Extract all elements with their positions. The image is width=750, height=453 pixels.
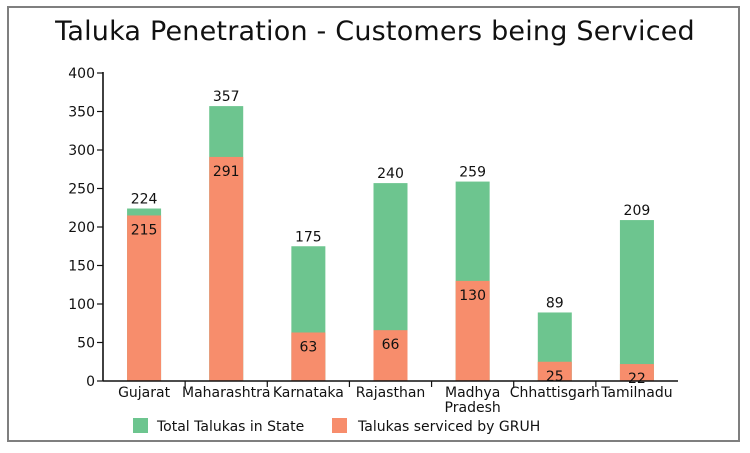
y-tick-label: 0 xyxy=(86,374,95,390)
chart-title: Taluka Penetration - Customers being Ser… xyxy=(55,16,695,47)
y-tick-label: 150 xyxy=(68,259,95,275)
y-tick-label: 300 xyxy=(68,143,95,159)
bar-serviced-chhattisgarh xyxy=(537,361,572,381)
bar-serviced-tamilnadu xyxy=(619,364,654,381)
x-tick-label: Pradesh xyxy=(445,400,501,416)
data-label-serviced: 291 xyxy=(213,164,240,180)
y-tick-label: 400 xyxy=(68,66,95,82)
data-label-total: 357 xyxy=(213,89,240,105)
bar-serviced-maharashtra xyxy=(209,156,244,381)
bar-serviced-madhya-pradesh xyxy=(455,280,490,381)
y-tick-label: 200 xyxy=(68,220,95,236)
bar-serviced-rajasthan xyxy=(373,330,408,381)
data-label-total: 240 xyxy=(377,166,404,182)
x-tick-label: Gujarat xyxy=(118,385,171,401)
data-label-serviced: 63 xyxy=(299,339,317,355)
bar-serviced-gujarat xyxy=(127,215,162,381)
data-label-total: 209 xyxy=(624,203,651,219)
data-label-serviced: 25 xyxy=(546,369,564,385)
data-label-total: 259 xyxy=(459,165,486,181)
x-tick-label: Madhya xyxy=(445,385,500,401)
x-tick-label: Tamilnadu xyxy=(600,385,672,401)
y-tick-label: 50 xyxy=(77,336,95,352)
x-tick-label: Maharashtra xyxy=(182,385,270,401)
legend-swatch xyxy=(133,418,148,433)
data-label-serviced: 130 xyxy=(459,288,486,304)
y-tick-label: 100 xyxy=(68,297,95,313)
y-tick-label: 350 xyxy=(68,105,95,121)
data-label-total: 89 xyxy=(546,295,564,311)
bar-serviced-karnataka xyxy=(291,332,326,381)
x-tick-label: Chhattisgarh xyxy=(510,385,600,401)
x-tick-label: Rajasthan xyxy=(356,385,426,401)
data-label-total: 224 xyxy=(131,192,158,208)
x-tick-label: Karnataka xyxy=(273,385,344,401)
data-label-total: 175 xyxy=(295,229,322,245)
bar-total-tamilnadu xyxy=(619,220,654,381)
legend-swatch xyxy=(332,418,347,433)
data-label-serviced: 22 xyxy=(628,371,646,387)
legend-label: Talukas serviced by GRUH xyxy=(357,419,540,435)
data-label-serviced: 66 xyxy=(382,337,400,353)
data-label-serviced: 215 xyxy=(131,222,158,238)
y-tick-label: 250 xyxy=(68,182,95,198)
legend-label: Total Talukas in State xyxy=(156,419,304,435)
